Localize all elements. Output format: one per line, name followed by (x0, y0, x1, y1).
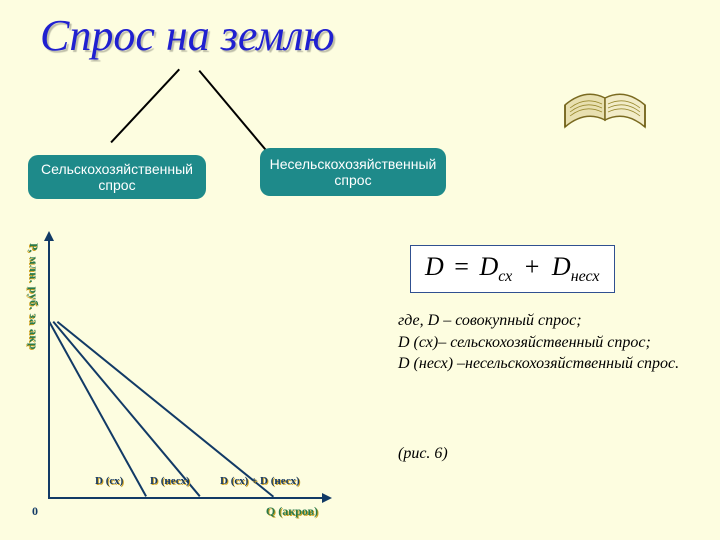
formula: D = Dсх + Dнесх (410, 245, 615, 293)
desc-line: где, D – совокупный спрос; (398, 310, 698, 332)
formula-s2: несх (571, 268, 600, 285)
formula-t2: D (552, 252, 571, 281)
box-nonagri-label: Несельскохозяйственный спрос (266, 156, 440, 188)
formula-plus: + (519, 252, 546, 281)
book-icon (560, 60, 650, 135)
x-axis-label: Q (акров) (266, 504, 318, 519)
demand-chart: Р, млн. руб. за акр Q (акров) 0 D (сх) D… (10, 225, 360, 525)
desc-line: D (несх) –несельскохозяйственный спрос. (398, 353, 698, 375)
curve-label-dsx: D (сх) (95, 475, 123, 487)
curve-dsum (57, 321, 274, 498)
branch-arrow-right (199, 70, 271, 155)
formula-s1: сх (498, 268, 512, 285)
y-axis (48, 233, 50, 499)
formula-description: где, D – совокупный спрос; D (сх)– сельс… (398, 310, 698, 375)
page-title: Спрос на землю (40, 10, 335, 61)
desc-line: D (сх)– сельскохозяйственный спрос; (398, 332, 698, 354)
curve-dnesx (52, 321, 200, 497)
curve-label-dsum: D (сх) + D (несх) (220, 475, 300, 487)
curve-label-dnesx: D (несх) (150, 475, 190, 487)
formula-t1: D (479, 252, 498, 281)
figure-caption: (рис. 6) (398, 445, 448, 463)
box-agri-demand: Сельскохозяйственный спрос (28, 155, 206, 199)
branch-arrow-left (111, 69, 180, 143)
y-axis-label: Р, млн. руб. за акр (26, 243, 41, 350)
box-agri-label: Сельскохозяйственный спрос (34, 161, 200, 193)
formula-eq: = (450, 252, 473, 281)
curve-dsx (48, 321, 147, 497)
origin-label: 0 (32, 504, 38, 519)
x-axis (48, 497, 330, 499)
box-nonagri-demand: Несельскохозяйственный спрос (260, 148, 446, 196)
formula-lhs: D (425, 252, 444, 281)
